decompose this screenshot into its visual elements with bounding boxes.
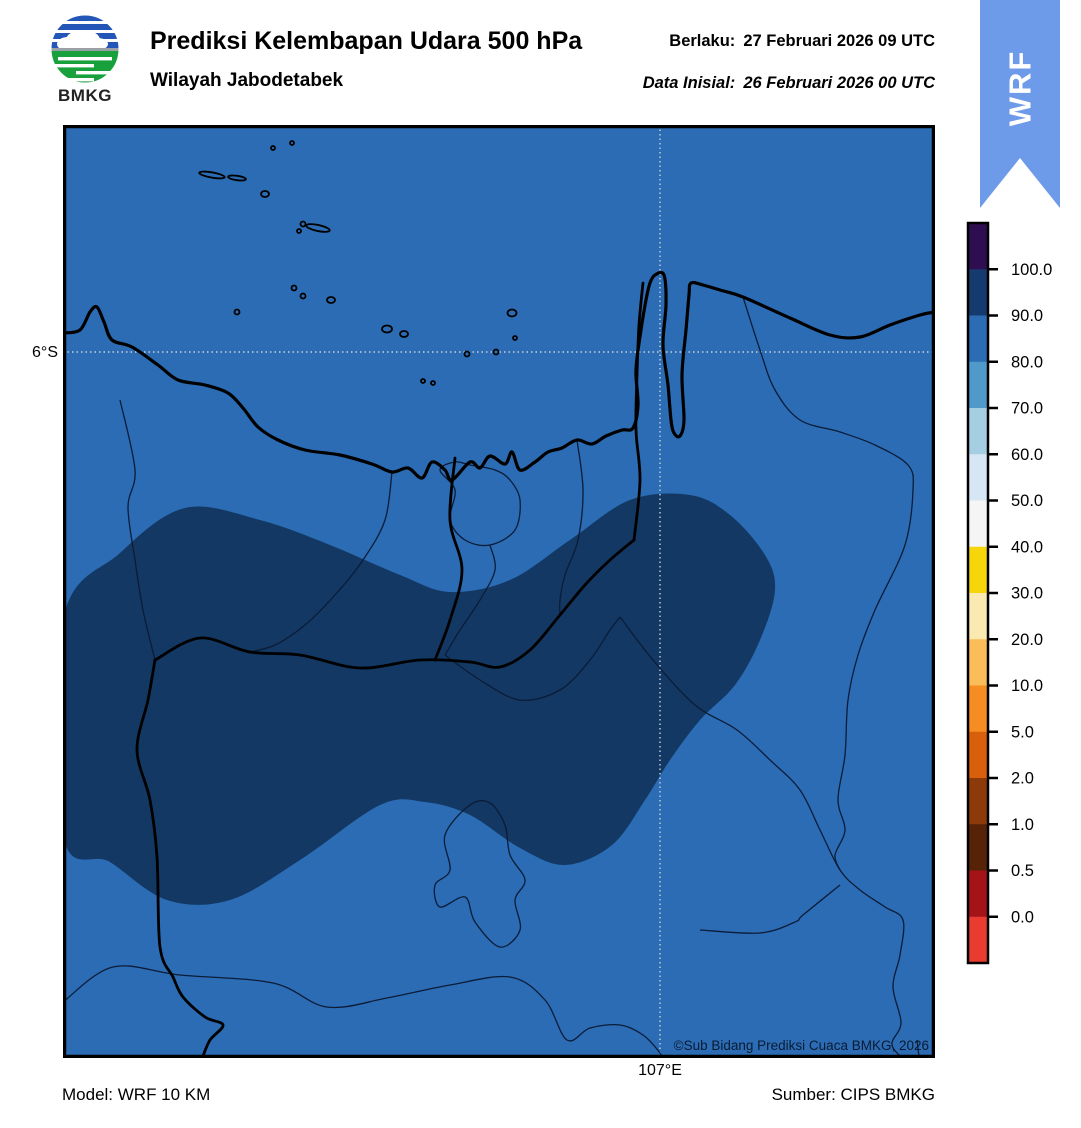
lat-axis-label: 6°S bbox=[32, 344, 58, 361]
admin-boundaries-thin bbox=[63, 296, 920, 1058]
colorbar-segment bbox=[968, 315, 988, 363]
colorbar-tick-label: 10.0 bbox=[1011, 677, 1043, 695]
valid-time-value: 27 Februari 2026 09 UTC bbox=[743, 32, 935, 50]
wrf-ribbon: WRF bbox=[980, 0, 1060, 208]
colorbar-tick-label: 40.0 bbox=[1011, 538, 1043, 556]
colorbar-tick-label: 2.0 bbox=[1011, 770, 1034, 788]
colorbar-segment bbox=[968, 454, 988, 501]
colorbar-segment bbox=[968, 916, 988, 964]
lon-axis-label: 107°E bbox=[638, 1062, 682, 1079]
colorbar-tick-label: 100.0 bbox=[1011, 261, 1052, 279]
colorbar-segment bbox=[968, 778, 988, 825]
colorbar-border bbox=[966, 221, 990, 965]
init-time-value: 26 Februari 2026 00 UTC bbox=[743, 74, 935, 92]
bmkg-logo-label: BMKG bbox=[58, 86, 112, 105]
colorbar-tick-label: 5.0 bbox=[1011, 723, 1034, 741]
colorbar-tick-label: 70.0 bbox=[1011, 400, 1043, 418]
wrf-ribbon-label: WRF bbox=[1003, 50, 1038, 127]
colorbar-tick-label: 0.5 bbox=[1011, 862, 1034, 880]
colorbar-segment bbox=[968, 824, 988, 871]
colorbar-segment bbox=[968, 269, 988, 316]
page-title: Prediksi Kelembapan Udara 500 hPa bbox=[150, 27, 583, 55]
colorbar-segment bbox=[968, 361, 988, 409]
model-label: Model: WRF 10 KM bbox=[62, 1085, 211, 1104]
colorbar-tick-label: 30.0 bbox=[1011, 585, 1043, 603]
colorbar-tick-label: 60.0 bbox=[1011, 446, 1043, 464]
colorbar-segment bbox=[968, 870, 988, 918]
bmkg-logo bbox=[50, 14, 120, 84]
wrf-ribbon-shape bbox=[980, 0, 1060, 208]
colorbar-segment bbox=[968, 685, 988, 733]
humidity-90-100-region bbox=[63, 493, 776, 905]
colorbar-segment bbox=[968, 500, 988, 548]
colorbar-segment bbox=[968, 546, 988, 594]
init-time-line: Data Inisial: 26 Februari 2026 00 UTC bbox=[643, 74, 935, 93]
islands-kepulauan-seribu bbox=[198, 140, 518, 386]
colorbar-tick-label: 1.0 bbox=[1011, 816, 1034, 834]
copyright-note: ©Sub Bidang Prediksi Cuaca BMKG, 2026 bbox=[674, 1038, 929, 1053]
init-time-label: Data Inisial: bbox=[642, 74, 736, 92]
colorbar-tick-label: 0.0 bbox=[1011, 908, 1034, 926]
admin-boundaries-thick bbox=[135, 281, 645, 1058]
colorbar-segment bbox=[968, 223, 988, 270]
bmkg-logo-globe bbox=[51, 15, 119, 83]
colorbar-tick-label: 90.0 bbox=[1011, 307, 1043, 325]
colorbar-tick-label: 80.0 bbox=[1011, 353, 1043, 371]
colorbar: 100.0 90.0 80.0 70.0 60.0 50.0 40.0 30.0 20.0 10.… bbox=[966, 221, 1052, 965]
coastline bbox=[63, 270, 935, 482]
colorbar-tick-label: 20.0 bbox=[1011, 631, 1043, 649]
page-subtitle: Wilayah Jabodetabek bbox=[150, 70, 344, 91]
valid-time-label: Berlaku: bbox=[669, 32, 736, 50]
valid-time-line: Berlaku: 27 Februari 2026 09 UTC bbox=[669, 32, 935, 51]
colorbar-segment bbox=[968, 731, 988, 779]
colorbar-segment bbox=[968, 408, 988, 455]
map-border bbox=[63, 125, 935, 1058]
colorbar-tick-label: 50.0 bbox=[1011, 492, 1043, 510]
source-label: Sumber: CIPS BMKG bbox=[771, 1085, 935, 1104]
colorbar-segment bbox=[968, 593, 988, 640]
colorbar-segment bbox=[968, 639, 988, 686]
map-canvas: ©Sub Bidang Prediksi Cuaca BMKG, 2026 bbox=[63, 125, 935, 1058]
